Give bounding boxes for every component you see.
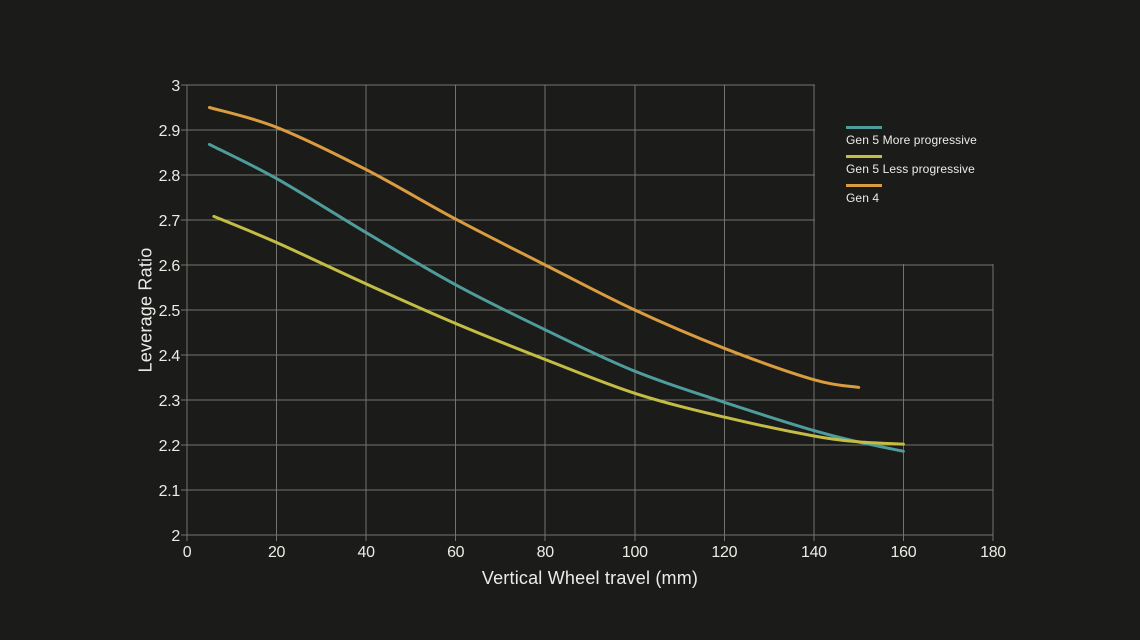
- y-tick-label: 2.6: [159, 258, 181, 275]
- x-tick-label: 100: [622, 544, 648, 561]
- legend-label: Gen 5 Less progressive: [846, 162, 975, 176]
- y-tick-label: 2.3: [159, 393, 181, 410]
- x-tick-label: 120: [711, 544, 737, 561]
- x-tick-label: 80: [537, 544, 555, 561]
- x-tick-label: 140: [801, 544, 827, 561]
- legend: Gen 5 More progressive Gen 5 Less progre…: [815, 83, 997, 264]
- x-tick-label: 40: [358, 544, 376, 561]
- series-line-2: [207, 106, 861, 389]
- x-tick-label: 180: [980, 544, 1006, 561]
- legend-swatch-icon: [846, 126, 882, 129]
- legend-label: Gen 5 More progressive: [846, 133, 977, 147]
- legend-item-gen4: Gen 4: [846, 184, 997, 205]
- legend-swatch-icon: [846, 155, 882, 158]
- legend-swatch-icon: [846, 184, 882, 187]
- legend-label: Gen 4: [846, 191, 880, 205]
- y-tick-label: 2.9: [159, 123, 181, 140]
- y-axis-title: Leverage Ratio: [135, 247, 156, 373]
- x-tick-label: 160: [891, 544, 917, 561]
- legend-item-gen5-less-progressive: Gen 5 Less progressive: [846, 155, 997, 176]
- x-tick-label: 0: [183, 544, 192, 561]
- y-tick-label: 2.7: [159, 213, 181, 230]
- y-tick-label: 2.5: [159, 303, 181, 320]
- legend-item-gen5-more-progressive: Gen 5 More progressive: [846, 126, 997, 147]
- series-line-1: [212, 214, 905, 446]
- y-tick-label: 2.2: [159, 438, 181, 455]
- x-axis-title: Vertical Wheel travel (mm): [481, 568, 699, 588]
- y-tick-label: 2.1: [159, 483, 181, 500]
- series-line-0: [207, 142, 905, 453]
- y-tick-label: 2.8: [159, 168, 181, 185]
- x-tick-label: 60: [447, 544, 465, 561]
- y-tick-label: 3: [171, 78, 180, 95]
- y-tick-label: 2.4: [159, 348, 181, 365]
- y-tick-label: 2: [171, 528, 180, 545]
- x-tick-label: 20: [268, 544, 286, 561]
